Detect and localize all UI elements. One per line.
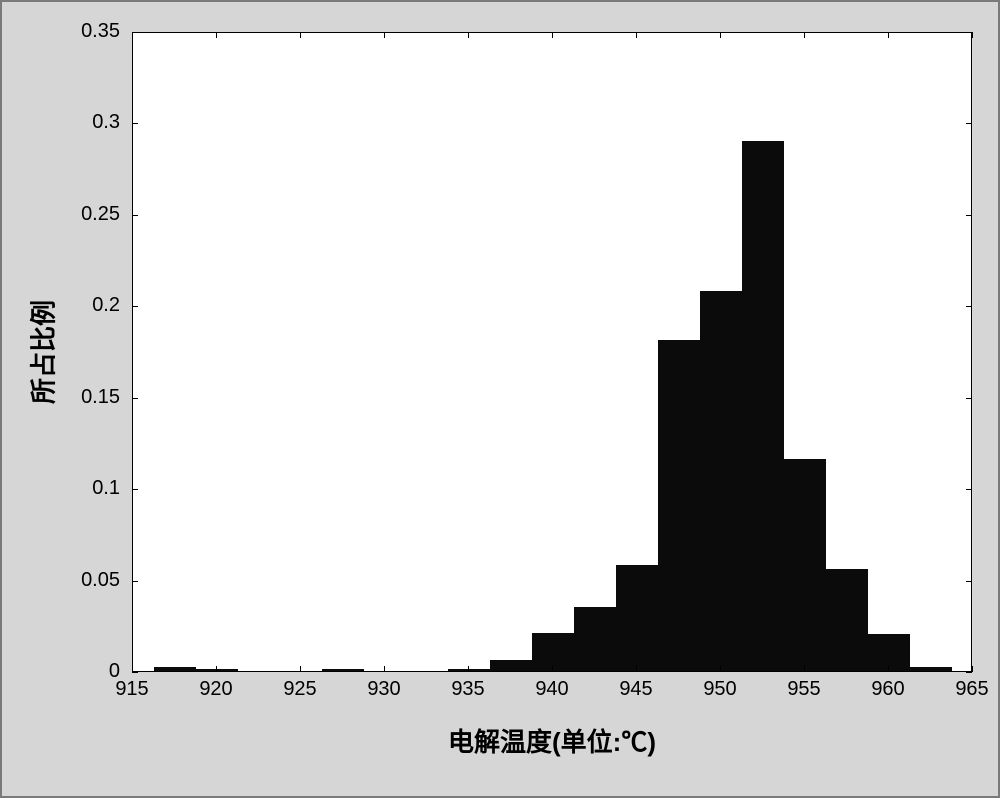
x-tick-mark [636, 666, 637, 672]
x-tick-label: 965 [955, 678, 988, 701]
x-tick-label: 920 [199, 678, 232, 701]
x-tick-mark-top [552, 32, 553, 38]
plot-area [132, 32, 972, 672]
x-tick-label: 925 [283, 678, 316, 701]
y-tick-mark [132, 215, 138, 216]
histogram-bar [154, 667, 196, 671]
y-tick-mark-right [966, 672, 972, 673]
x-tick-mark-top [972, 32, 973, 38]
y-tick-label: 0.35 [81, 20, 120, 43]
histogram-bar [616, 565, 658, 671]
y-tick-mark-right [966, 215, 972, 216]
histogram-bar [448, 669, 490, 671]
histogram-bar [910, 667, 952, 671]
y-tick-label: 0 [109, 660, 120, 683]
histogram-bar [322, 669, 364, 671]
y-tick-mark [132, 306, 138, 307]
x-tick-mark-top [468, 32, 469, 38]
y-tick-mark-right [966, 32, 972, 33]
x-tick-label: 960 [871, 678, 904, 701]
histogram-bar [196, 669, 238, 671]
histogram-bar [574, 607, 616, 671]
y-tick-label: 0.25 [81, 203, 120, 226]
x-tick-mark [804, 666, 805, 672]
x-tick-label: 930 [367, 678, 400, 701]
y-tick-label: 0.3 [92, 111, 120, 134]
y-tick-mark [132, 123, 138, 124]
x-tick-mark [468, 666, 469, 672]
x-tick-mark-top [720, 32, 721, 38]
histogram-bar [700, 291, 742, 671]
x-tick-mark-top [384, 32, 385, 38]
x-tick-label: 915 [115, 678, 148, 701]
histogram-bar [784, 459, 826, 671]
y-tick-mark [132, 489, 138, 490]
y-tick-mark-right [966, 581, 972, 582]
y-tick-mark-right [966, 123, 972, 124]
y-tick-mark [132, 32, 138, 33]
x-tick-mark-top [804, 32, 805, 38]
histogram-bar [490, 660, 532, 671]
x-tick-mark-top [300, 32, 301, 38]
histogram-bar [658, 340, 700, 671]
x-tick-mark [720, 666, 721, 672]
y-tick-label: 0.15 [81, 386, 120, 409]
x-axis-label: 电解温度(单位:℃) [448, 722, 656, 759]
y-tick-label: 0.2 [92, 294, 120, 317]
x-tick-mark [300, 666, 301, 672]
x-tick-label: 935 [451, 678, 484, 701]
y-tick-mark [132, 398, 138, 399]
y-tick-label: 0.1 [92, 477, 120, 500]
x-tick-mark [972, 666, 973, 672]
x-tick-mark-top [216, 32, 217, 38]
y-tick-mark [132, 672, 138, 673]
y-tick-mark-right [966, 489, 972, 490]
x-tick-mark [384, 666, 385, 672]
y-tick-label: 0.05 [81, 569, 120, 592]
y-tick-mark-right [966, 306, 972, 307]
y-tick-mark-right [966, 398, 972, 399]
x-tick-label: 940 [535, 678, 568, 701]
x-tick-label: 950 [703, 678, 736, 701]
x-tick-label: 955 [787, 678, 820, 701]
y-axis-label: 所占比例 [24, 300, 61, 404]
x-tick-mark [888, 666, 889, 672]
x-tick-mark-top [888, 32, 889, 38]
x-tick-mark [216, 666, 217, 672]
x-tick-label: 945 [619, 678, 652, 701]
histogram-bar [742, 141, 784, 671]
histogram-bar [826, 569, 868, 671]
figure-outer: 915 920 925 930 935 940 945 950 955 960 965 0 0.05 0.… [0, 0, 1000, 798]
x-tick-mark [552, 666, 553, 672]
y-tick-mark [132, 581, 138, 582]
histogram-bar [532, 633, 574, 671]
x-tick-mark-top [636, 32, 637, 38]
histogram-bar [868, 634, 910, 671]
